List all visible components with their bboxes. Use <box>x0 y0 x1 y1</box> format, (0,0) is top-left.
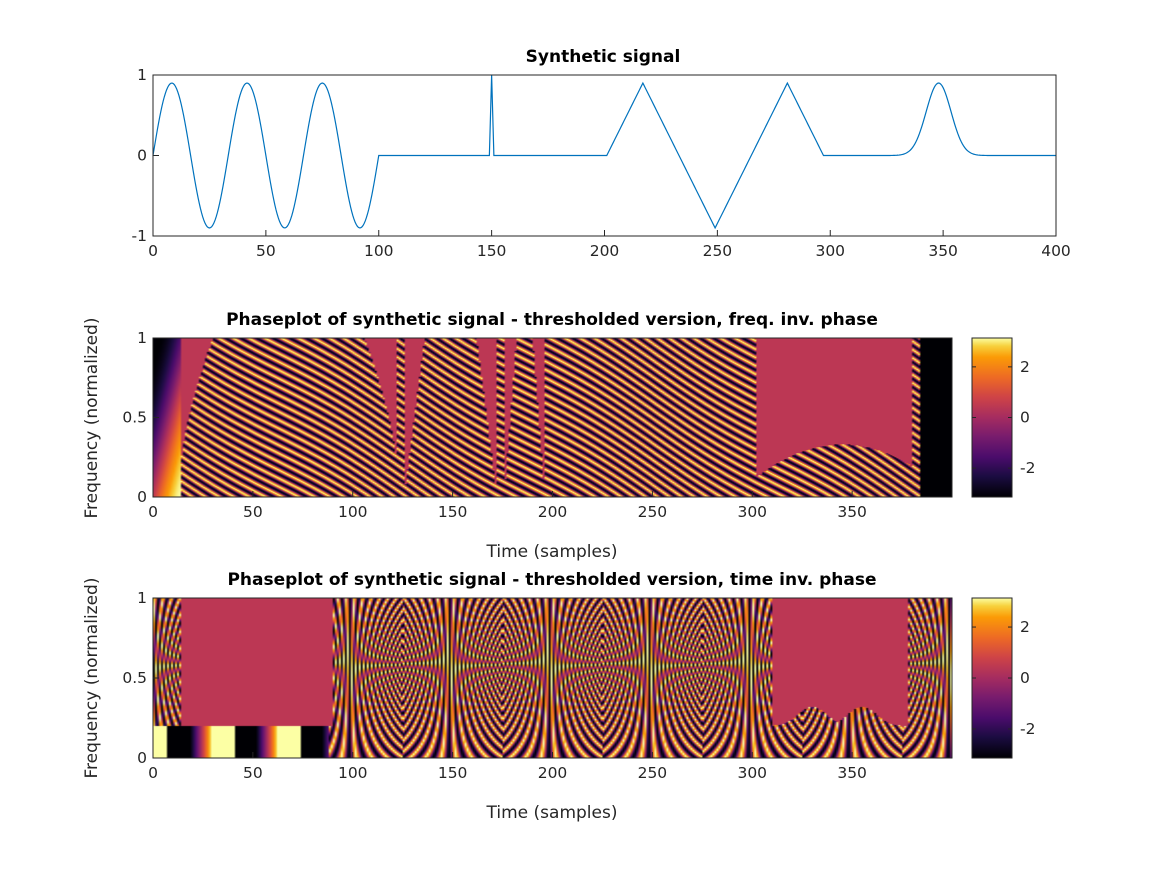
colorbar-tick-label: 0 <box>1020 409 1030 427</box>
signal-title: Synthetic signal <box>526 47 681 67</box>
y-tick-label: 0 <box>137 488 147 506</box>
signal-axis-ticks: 0 50 100 150 200 250 300 350 400-101 <box>132 66 1071 260</box>
x-tick-label: 200 <box>538 764 568 782</box>
phaseplot-time-xlabel: Time (samples) <box>486 803 618 823</box>
x-tick-label: 300 <box>815 242 845 260</box>
phaseplot-time-colorbar <box>972 598 1012 758</box>
y-tick-label: 1 <box>137 589 147 607</box>
x-tick-label: 150 <box>438 503 468 521</box>
x-tick-label: 0 <box>148 242 158 260</box>
phaseplot-time-heatmap <box>153 598 952 758</box>
phaseplot-freq-colorbar-ticks: 2 0 -2 <box>972 358 1035 477</box>
phaseplot-freq-axes-frame <box>152 337 953 498</box>
y-tick-label: -1 <box>132 227 147 245</box>
x-tick-label: 0 <box>148 503 158 521</box>
y-tick-label: 0 <box>137 749 147 767</box>
x-tick-label: 350 <box>837 764 867 782</box>
x-tick-label: 300 <box>737 764 767 782</box>
colorbar-tick-label: -2 <box>1020 459 1035 477</box>
colorbar-tick-label: 2 <box>1020 358 1030 376</box>
phaseplot-freq-ylabel: Frequency (normalized) <box>82 318 102 519</box>
phaseplot-freq-xlabel: Time (samples) <box>486 542 618 562</box>
x-tick-label: 250 <box>703 242 733 260</box>
x-tick-label: 250 <box>638 764 668 782</box>
x-tick-label: 50 <box>256 242 276 260</box>
x-tick-label: 300 <box>737 503 767 521</box>
x-tick-label: 50 <box>243 764 263 782</box>
x-tick-label: 350 <box>928 242 958 260</box>
x-tick-label: 150 <box>438 764 468 782</box>
signal-series-line <box>152 74 1056 230</box>
y-tick-label: 0.5 <box>122 669 147 687</box>
phaseplot-freq-axis-ticks: 0 50 100 150 200 250 300 350 0 0.5 1 <box>122 329 867 521</box>
x-tick-label: 0 <box>148 764 158 782</box>
phaseplot-time-title: Phaseplot of synthetic signal - threshol… <box>227 570 876 590</box>
phaseplot-time-ylabel: Frequency (normalized) <box>82 578 102 779</box>
phaseplot-time-axes-frame <box>152 597 953 759</box>
phaseplot-time-colorbar-ticks: 2 0 -2 <box>972 618 1035 738</box>
y-tick-label: 0 <box>137 147 147 165</box>
x-tick-label: 200 <box>538 503 568 521</box>
y-tick-label: 0.5 <box>122 409 147 427</box>
phaseplot-freq-title: Phaseplot of synthetic signal - threshol… <box>226 310 878 330</box>
colorbar-tick-label: 0 <box>1020 669 1030 687</box>
signal-axes-frame <box>152 74 1057 237</box>
colorbar-tick-label: -2 <box>1020 720 1035 738</box>
colorbar-tick-label: 2 <box>1020 618 1030 636</box>
x-tick-label: 50 <box>243 503 263 521</box>
y-tick-label: 1 <box>137 329 147 347</box>
phaseplot-time-panel: Phaseplot of synthetic signal - threshol… <box>82 570 1035 823</box>
x-tick-label: 150 <box>477 242 507 260</box>
phaseplot-freq-colorbar <box>972 338 1012 497</box>
phaseplot-freq-heatmap <box>153 338 952 497</box>
x-tick-label: 100 <box>338 764 368 782</box>
y-tick-label: 1 <box>137 66 147 84</box>
x-tick-label: 100 <box>364 242 394 260</box>
x-tick-label: 250 <box>638 503 668 521</box>
x-tick-label: 350 <box>837 503 867 521</box>
signal-panel: Synthetic signal 0 50 100 150 200 250 300 350 40… <box>132 47 1071 260</box>
x-tick-label: 400 <box>1041 242 1071 260</box>
x-tick-label: 200 <box>590 242 620 260</box>
x-tick-label: 100 <box>338 503 368 521</box>
phaseplot-freq-panel: Phaseplot of synthetic signal - threshol… <box>82 310 1035 562</box>
